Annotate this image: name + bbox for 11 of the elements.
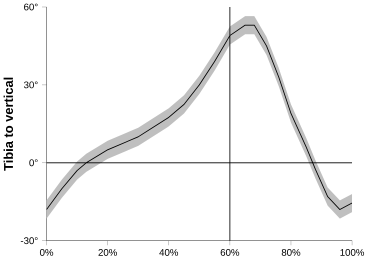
x-tick-label: 20% xyxy=(98,248,117,256)
x-tick-label: 0% xyxy=(40,248,54,256)
x-tick-label: 100% xyxy=(340,248,364,256)
y-tick-label: 60° xyxy=(24,3,38,10)
y-tick-label: 30° xyxy=(24,81,38,88)
y-tick-label: -30° xyxy=(20,237,38,244)
y-tick-label: 0° xyxy=(29,159,38,166)
y-axis-title: Tibia to vertical xyxy=(4,77,14,171)
x-tick-label: 80% xyxy=(282,248,300,256)
x-tick-label: 60% xyxy=(220,248,240,256)
x-tick-label: 40% xyxy=(159,248,178,256)
